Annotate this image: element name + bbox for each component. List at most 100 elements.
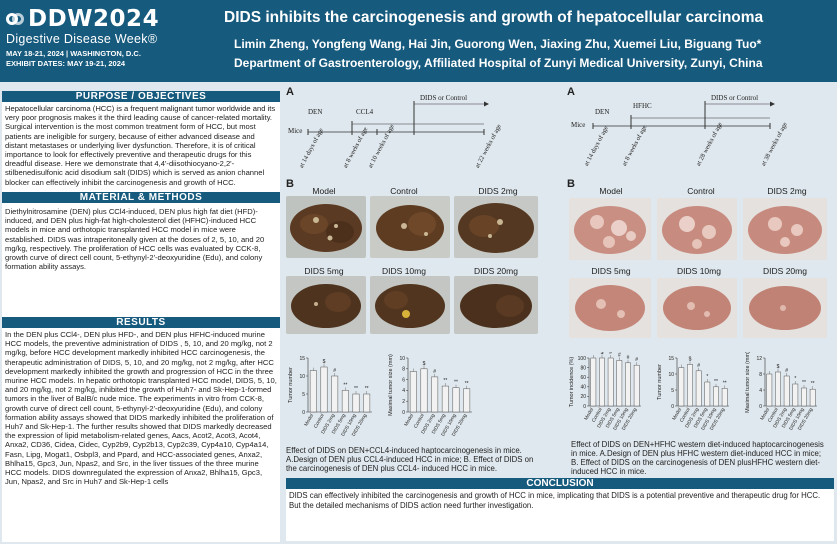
liver-label-model: Model (312, 186, 336, 196)
bar (341, 390, 349, 413)
chart-ccl4-tumor-size: Maximal tumor size (mm) 0246810Model$Cont… (388, 354, 472, 437)
liver-image-dids5 (569, 278, 651, 338)
logo-main: DDW2024 (28, 6, 160, 32)
liver-label-dids10: DIDS 10mg (382, 266, 426, 276)
y-tick-label: 15 (668, 356, 674, 362)
ddw-logo-icon (6, 10, 24, 28)
y-tick-label: 20 (580, 394, 586, 400)
significance-marker: ** (365, 386, 369, 392)
y-tick-label: 4 (759, 388, 762, 394)
bar (713, 386, 719, 407)
y-tick-label: 100 (578, 356, 587, 362)
significance-marker: ** (714, 379, 718, 385)
liver-label-control: Control (687, 186, 715, 196)
significance-marker: * (794, 376, 796, 382)
bar (687, 364, 693, 407)
timeline-ccl4-label: CCL4 (356, 108, 374, 116)
y-tick-label: 5 (302, 392, 305, 398)
liver-image-model (286, 196, 366, 258)
ddw-logo: DDW2024 Digestive Disease Week® MAY 18-2… (6, 6, 206, 78)
liver-image-dids5 (286, 276, 366, 334)
y-tick-label: 2 (402, 399, 405, 405)
bar (431, 376, 439, 413)
y-tick-label: 0 (583, 404, 586, 410)
panel-letter-a: A (567, 86, 575, 98)
significance-marker: # (618, 352, 621, 358)
hfhc-timeline (592, 101, 775, 129)
significance-marker: $ (689, 356, 692, 362)
bar (331, 375, 339, 413)
liver-label-dids10: DIDS 10mg (677, 266, 721, 276)
liver-label-dids2: DIDS 2mg (767, 186, 807, 196)
significance-marker: $ (323, 359, 326, 365)
y-tick-label: 8 (402, 367, 405, 373)
y-tick-label: 0 (402, 410, 405, 416)
ccl4-panel: A DEN CCL4 DIDS or Control Mice at 14 da… (284, 84, 560, 476)
significance-marker: # (785, 368, 788, 374)
conclusion-text: DIDS can effectively inhibited the carci… (286, 489, 834, 541)
bar (599, 357, 605, 407)
bar (452, 387, 460, 413)
bar (809, 388, 816, 407)
bar (320, 366, 328, 413)
poster-affiliation: Department of Gastroenterology, Affiliat… (234, 56, 763, 70)
x-tick-label: Model (759, 407, 771, 421)
bar (721, 388, 728, 407)
liver-image-dids2 (454, 196, 538, 258)
poster-authors: Limin Zheng, Yongfeng Wang, Hai Jin, Guo… (234, 37, 762, 51)
bar (801, 387, 807, 407)
x-tick-label: Model (403, 413, 415, 427)
liver-label-dids20: DIDS 20mg (474, 266, 518, 276)
significance-marker: # (333, 368, 336, 374)
x-tick-label: Model (303, 413, 315, 427)
significance-marker: # (627, 355, 630, 361)
methods-heading: MATERIAL & METHODS (2, 192, 280, 203)
bar (775, 371, 781, 407)
significance-marker: ** (454, 380, 458, 386)
y-tick-label: 40 (580, 385, 586, 391)
bar (607, 357, 614, 407)
bar (463, 388, 471, 413)
panel-letter-b: B (286, 178, 294, 190)
liver-image-dids10 (370, 276, 450, 334)
hfhc-panel: A DEN HFHC DIDS or Control Mice at 14 da… (565, 84, 835, 476)
y-axis-label: Tumor number (288, 367, 294, 403)
y-tick-label: 80 (580, 365, 586, 371)
bar (409, 371, 417, 413)
purpose-heading: PURPOSE / OBJECTIVES (2, 91, 280, 102)
y-tick-label: 60 (580, 375, 586, 381)
bar (633, 364, 640, 407)
timeline-dids-label: DIDS or Control (420, 94, 468, 102)
y-tick-label: 10 (668, 372, 674, 378)
chart-hfhc-tumor-incidence: Tumor incidence (%) 020406080100Model$Con… (569, 352, 641, 431)
y-axis-label: Tumor incidence (%) (569, 357, 575, 408)
ccl4-caption: Effect of DIDS on DEN+CCL4-induced hapto… (286, 446, 534, 473)
y-tick-label: 10 (299, 374, 305, 380)
timeline-dids-label: DIDS or Control (711, 94, 759, 102)
timeline-mice-label: Mice (288, 127, 303, 135)
liver-label-model: Model (599, 186, 623, 196)
panel-letter-b: B (567, 178, 575, 190)
y-axis-label: Maximal tumor size (mm) (388, 354, 394, 416)
y-tick-label: 0 (302, 410, 305, 416)
liver-image-dids20 (743, 278, 827, 338)
y-axis-label: Tumor number (657, 364, 663, 400)
liver-image-model (569, 198, 651, 260)
results-heading: RESULTS (2, 317, 280, 328)
bar (363, 393, 371, 413)
methods-text: Diethylnitrosamine (DEN) plus CCl4-induc… (2, 203, 280, 317)
liver-image-control (657, 198, 737, 260)
x-tick-label: Model (583, 407, 595, 421)
x-tick-label: Model (671, 407, 683, 421)
significance-marker: $ (601, 352, 604, 356)
results-text: In the DEN plus CCl4-, DEN plus HFD-, an… (2, 328, 280, 542)
y-tick-label: 8 (759, 372, 762, 378)
bar (441, 385, 449, 413)
liver-image-control (370, 196, 450, 258)
bar (695, 370, 702, 407)
liver-image-dids10 (657, 278, 737, 338)
bar (352, 393, 360, 413)
significance-marker: ** (802, 380, 806, 386)
